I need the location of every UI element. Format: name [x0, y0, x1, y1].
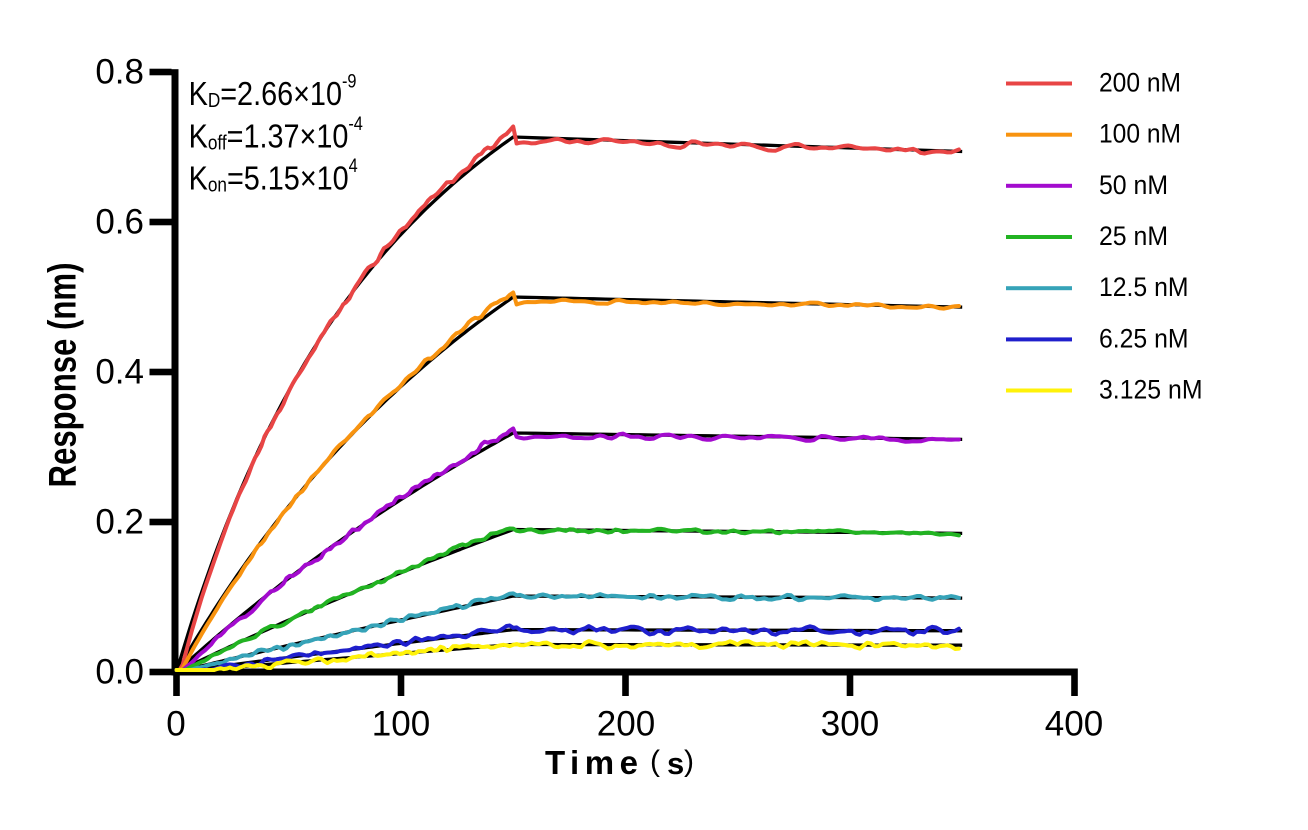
svg-text:): ): [684, 745, 694, 778]
svg-text:12.5 nM: 12.5 nM: [1099, 272, 1189, 302]
svg-text:100: 100: [372, 705, 430, 744]
svg-text:25 nM: 25 nM: [1099, 221, 1168, 251]
svg-text:0: 0: [166, 705, 185, 744]
svg-text:0.2: 0.2: [95, 503, 144, 542]
svg-text:6.25 nM: 6.25 nM: [1099, 323, 1189, 353]
svg-text:50 nM: 50 nM: [1099, 170, 1168, 200]
svg-text:200: 200: [597, 705, 655, 744]
svg-text:0.0: 0.0: [95, 653, 144, 692]
svg-text:300: 300: [821, 705, 879, 744]
svg-text:400: 400: [1045, 705, 1103, 744]
svg-text:0.4: 0.4: [95, 353, 144, 392]
svg-text:Response (nm): Response (nm): [42, 263, 85, 488]
svg-text:Time: Time: [545, 744, 643, 781]
svg-text:200 nM: 200 nM: [1099, 68, 1181, 98]
svg-text:0.8: 0.8: [95, 53, 144, 92]
svg-text:100 nM: 100 nM: [1099, 119, 1181, 149]
svg-text:s: s: [667, 746, 684, 781]
svg-text:(: (: [650, 745, 660, 778]
svg-text:0.6: 0.6: [95, 203, 144, 242]
svg-text:3.125 nM: 3.125 nM: [1099, 375, 1203, 405]
